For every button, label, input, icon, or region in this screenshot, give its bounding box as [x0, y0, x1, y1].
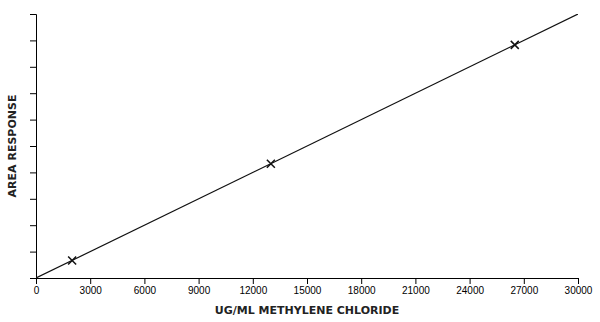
y-tick	[30, 40, 36, 41]
y-axis-title: AREA RESPONSE	[6, 95, 19, 198]
line	[36, 14, 578, 278]
x-tick: 9000	[188, 278, 211, 296]
x-axis-title: UG/ML METHYLENE CHLORIDE	[215, 304, 399, 317]
x-tick-label: 15000	[294, 285, 322, 296]
x-tick: 27000	[510, 278, 538, 296]
y-tick	[30, 120, 36, 121]
y-tick-mark	[30, 252, 36, 253]
x-tick: 15000	[294, 278, 322, 296]
y-tick-mark	[30, 40, 36, 41]
chart: 0 3000 6000 9000 12000 15000 18000 21000 24000 27…	[0, 0, 600, 322]
x-tick-label: 27000	[510, 285, 538, 296]
x-tick-label: 9000	[188, 285, 211, 296]
x-tick-mark	[524, 278, 525, 284]
point	[267, 160, 275, 168]
y-tick	[30, 199, 36, 200]
x-axis: 0 3000 6000 9000 12000 15000 18000 21000 24000 27…	[34, 278, 593, 296]
y-tick-mark	[30, 146, 36, 147]
y-tick-mark	[30, 172, 36, 173]
x-tick: 3000	[80, 278, 103, 296]
x-tick-label: 0	[34, 285, 40, 296]
y-tick-mark	[30, 67, 36, 68]
x-tick-mark	[361, 278, 362, 284]
x-tick-label: 3000	[80, 285, 103, 296]
x-tick-mark	[253, 278, 254, 284]
x-tick: 18000	[348, 278, 376, 296]
x-tick-label: 12000	[239, 285, 267, 296]
point	[511, 41, 519, 49]
x-tick: 12000	[239, 278, 267, 296]
x-tick: 30000	[565, 278, 593, 296]
x-tick-mark	[199, 278, 200, 284]
x-tick-label: 18000	[348, 285, 376, 296]
y-tick	[30, 252, 36, 253]
y-tick-mark	[30, 225, 36, 226]
x-tick-mark	[415, 278, 416, 284]
y-axis-line	[30, 15, 37, 279]
x-axis-line	[37, 279, 579, 285]
y-tick	[30, 146, 36, 147]
y-axis	[30, 15, 37, 279]
y-tick	[30, 93, 36, 94]
y-tick	[30, 225, 36, 226]
x-tick: 0	[34, 278, 40, 296]
marks	[36, 14, 578, 278]
x-tick: 24000	[456, 278, 484, 296]
y-tick	[30, 14, 36, 15]
y-tick	[30, 278, 36, 279]
x-tick-label: 21000	[402, 285, 430, 296]
plot-area: 0 3000 6000 9000 12000 15000 18000 21000 24000 27…	[30, 14, 593, 296]
point	[68, 257, 76, 265]
x-tick-mark	[307, 278, 308, 284]
y-tick	[30, 67, 36, 68]
y-tick-mark	[30, 120, 36, 121]
x-tick-label: 30000	[565, 285, 593, 296]
x-tick-label: 24000	[456, 285, 484, 296]
y-tick-mark	[30, 14, 36, 15]
x-tick: 6000	[134, 278, 157, 296]
x-tick-mark	[90, 278, 91, 284]
x-tick-mark	[470, 278, 471, 284]
x-tick-mark	[144, 278, 145, 284]
y-tick-mark	[30, 93, 36, 94]
x-tick-mark	[578, 278, 579, 284]
y-tick-mark	[30, 199, 36, 200]
x-tick: 21000	[402, 278, 430, 296]
x-tick-label: 6000	[134, 285, 157, 296]
y-tick	[30, 172, 36, 173]
y-tick-mark	[30, 278, 36, 279]
